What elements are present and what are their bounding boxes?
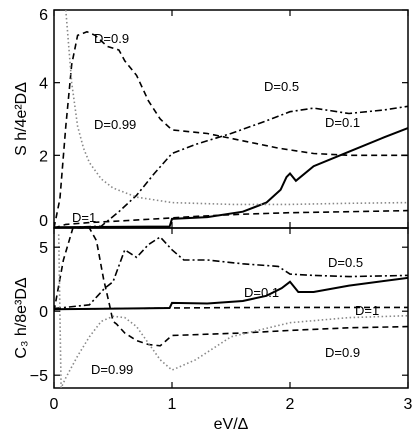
bottom-label-d05: D=0.5 (328, 255, 363, 270)
series-line-top-4 (54, 209, 408, 228)
bottom-label-d099: D=0.99 (91, 362, 133, 377)
x-tick-label: 3 (404, 396, 413, 413)
y-tick-label: 4 (39, 76, 48, 93)
top-label-d099: D=0.99 (94, 117, 136, 132)
bottom-label-d09: D=0.9 (325, 345, 360, 360)
y-tick-label: −5 (30, 368, 48, 385)
top-label-d05: D=0.5 (264, 79, 299, 94)
series-line-bottom-0 (54, 276, 408, 311)
y-tick-label: 0 (39, 304, 48, 321)
series-line-top-2 (54, 30, 408, 228)
x-tick-label: 2 (286, 396, 295, 413)
series-line-top-3 (65, 10, 408, 206)
x-axis-label: eV/Δ (214, 416, 249, 433)
top-label-d09: D=0.9 (94, 31, 129, 46)
y-tick-label: 2 (39, 148, 48, 165)
series-line-bottom-3 (57, 234, 408, 388)
y-tick-label: 6 (39, 7, 48, 24)
x-tick-label: 1 (168, 396, 177, 413)
top-y-axis-label: S h/4e²DΔ (13, 82, 30, 156)
top-label-d1: D=1 (72, 210, 96, 225)
bottom-label-d1: D=1 (355, 303, 379, 318)
series-line-bottom-1 (54, 235, 408, 310)
bottom-y-axis-label: C₃ h/8e³DΔ (13, 277, 30, 359)
series-line-bottom-4 (54, 306, 408, 311)
top-label-d01: D=0.1 (325, 115, 360, 130)
y-tick-label: 5 (39, 240, 48, 257)
x-tick-label: 0 (50, 396, 59, 413)
series-line-bottom-2 (54, 228, 408, 347)
bottom-panel: 0 1 2 3−505 (30, 227, 413, 413)
bottom-label-d01: D=0.1 (244, 285, 279, 300)
series-line-top-0 (54, 127, 408, 228)
y-tick-label: 0 (39, 213, 48, 230)
